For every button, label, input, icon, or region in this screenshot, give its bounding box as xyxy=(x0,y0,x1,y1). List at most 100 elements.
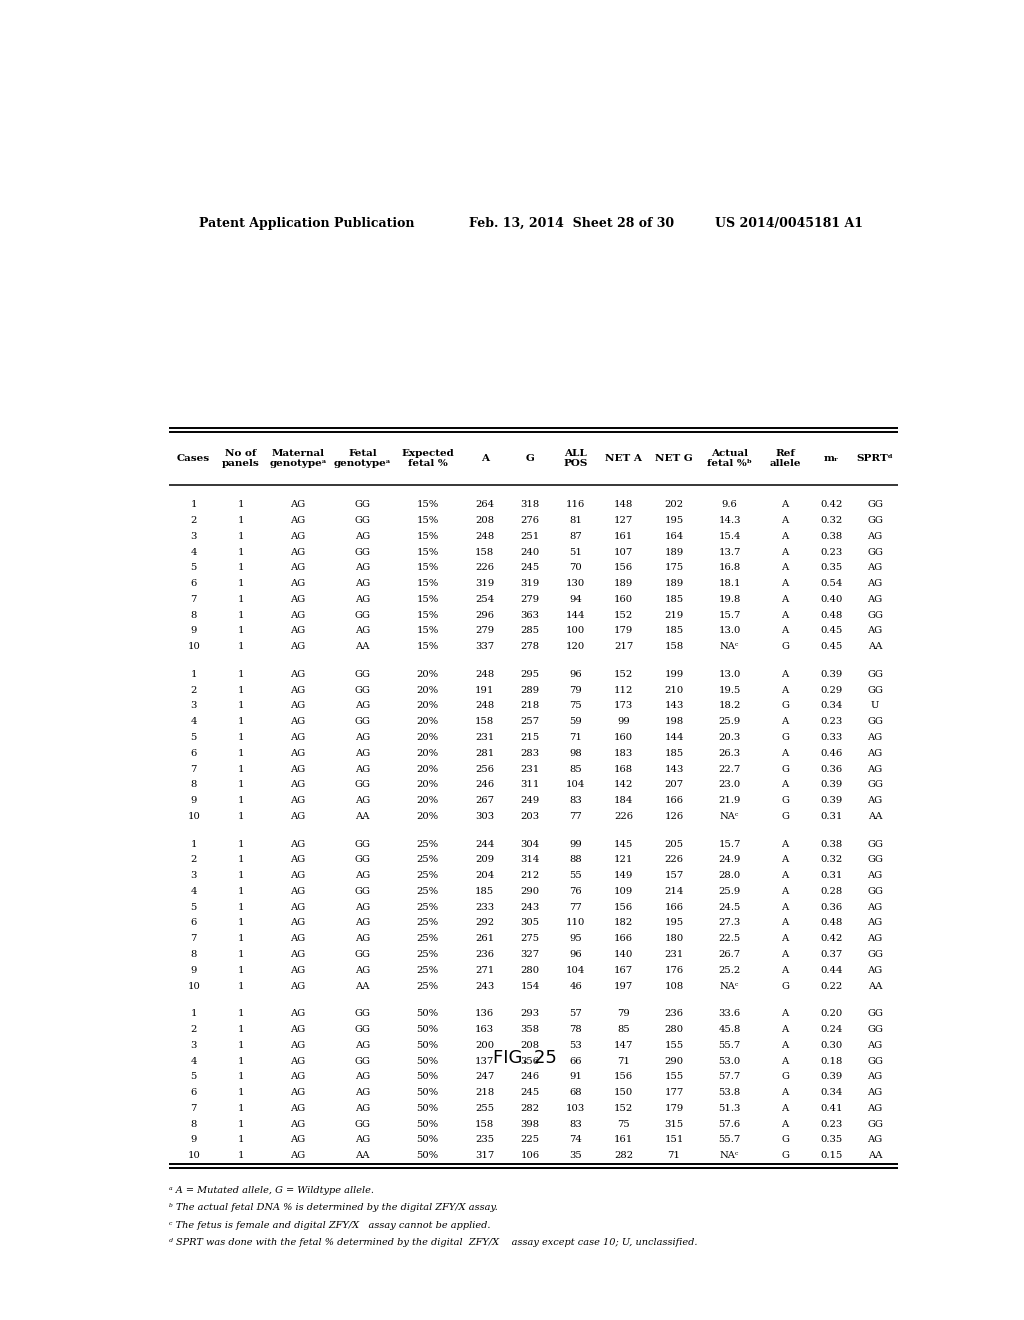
Text: 1: 1 xyxy=(238,935,244,944)
Text: 182: 182 xyxy=(614,919,633,928)
Text: A: A xyxy=(781,611,788,619)
Text: 158: 158 xyxy=(665,642,684,651)
Text: 10: 10 xyxy=(187,982,200,990)
Text: 0.18: 0.18 xyxy=(820,1057,843,1065)
Text: 148: 148 xyxy=(613,500,633,510)
Text: 15%: 15% xyxy=(417,595,438,603)
Text: NAᶜ: NAᶜ xyxy=(720,812,739,821)
Text: 1: 1 xyxy=(238,1135,244,1144)
Text: 50%: 50% xyxy=(417,1057,438,1065)
Text: 158: 158 xyxy=(475,548,495,557)
Text: 2: 2 xyxy=(190,1026,197,1034)
Text: 200: 200 xyxy=(475,1041,495,1049)
Text: 180: 180 xyxy=(665,935,684,944)
Text: 303: 303 xyxy=(475,812,495,821)
Text: 176: 176 xyxy=(665,966,684,974)
Text: 57.6: 57.6 xyxy=(719,1119,740,1129)
Text: 15%: 15% xyxy=(417,564,438,573)
Text: 318: 318 xyxy=(520,500,540,510)
Text: 235: 235 xyxy=(475,1135,495,1144)
Text: NAᶜ: NAᶜ xyxy=(720,982,739,990)
Text: AG: AG xyxy=(867,595,883,603)
Text: 81: 81 xyxy=(569,516,582,525)
Text: AG: AG xyxy=(291,516,305,525)
Text: 1: 1 xyxy=(238,764,244,774)
Text: AG: AG xyxy=(291,748,305,758)
Text: 10: 10 xyxy=(187,812,200,821)
Text: 57.7: 57.7 xyxy=(719,1072,740,1081)
Text: AG: AG xyxy=(355,1072,371,1081)
Text: AA: AA xyxy=(867,1151,883,1160)
Text: 0.29: 0.29 xyxy=(820,685,843,694)
Text: 99: 99 xyxy=(569,840,582,849)
Text: 20%: 20% xyxy=(417,812,438,821)
Text: 261: 261 xyxy=(475,935,495,944)
Text: 1: 1 xyxy=(238,516,244,525)
Text: 164: 164 xyxy=(665,532,684,541)
Text: 183: 183 xyxy=(614,748,633,758)
Text: GG: GG xyxy=(354,548,371,557)
Text: 35: 35 xyxy=(569,1151,582,1160)
Text: 156: 156 xyxy=(614,564,633,573)
Text: 121: 121 xyxy=(613,855,633,865)
Text: 1: 1 xyxy=(238,1088,244,1097)
Text: 20%: 20% xyxy=(417,685,438,694)
Text: 226: 226 xyxy=(475,564,495,573)
Text: AG: AG xyxy=(355,701,371,710)
Text: AG: AG xyxy=(291,1135,305,1144)
Text: 20%: 20% xyxy=(417,796,438,805)
Text: 1: 1 xyxy=(238,903,244,912)
Text: 50%: 50% xyxy=(417,1104,438,1113)
Text: 106: 106 xyxy=(520,1151,540,1160)
Text: ᵈ SPRT was done with the fetal % determined by the digital  ZFY/X    assay excep: ᵈ SPRT was done with the fetal % determi… xyxy=(169,1238,697,1247)
Text: AG: AG xyxy=(291,611,305,619)
Text: GG: GG xyxy=(354,1010,371,1019)
Text: GG: GG xyxy=(354,1057,371,1065)
Text: GG: GG xyxy=(867,887,883,896)
Text: 256: 256 xyxy=(475,764,495,774)
Text: 1: 1 xyxy=(238,840,244,849)
Text: GG: GG xyxy=(867,671,883,678)
Text: 337: 337 xyxy=(475,642,495,651)
Text: A: A xyxy=(781,1026,788,1034)
Text: GG: GG xyxy=(354,780,371,789)
Text: 116: 116 xyxy=(566,500,586,510)
Text: 281: 281 xyxy=(475,748,495,758)
Text: 120: 120 xyxy=(566,642,586,651)
Text: 79: 79 xyxy=(569,685,582,694)
Text: 0.42: 0.42 xyxy=(820,935,843,944)
Text: G: G xyxy=(525,454,535,463)
Text: 282: 282 xyxy=(614,1151,633,1160)
Text: A: A xyxy=(781,1088,788,1097)
Text: 22.7: 22.7 xyxy=(719,764,740,774)
Text: 45.8: 45.8 xyxy=(719,1026,740,1034)
Text: 1: 1 xyxy=(238,611,244,619)
Text: 236: 236 xyxy=(665,1010,683,1019)
Text: Patent Application Publication: Patent Application Publication xyxy=(200,216,415,230)
Text: 0.32: 0.32 xyxy=(820,855,843,865)
Text: A: A xyxy=(781,1104,788,1113)
Text: 1: 1 xyxy=(238,733,244,742)
Text: 70: 70 xyxy=(569,564,582,573)
Text: Cases: Cases xyxy=(177,454,210,463)
Text: 0.35: 0.35 xyxy=(820,564,843,573)
Text: 9: 9 xyxy=(190,796,197,805)
Text: 98: 98 xyxy=(569,748,582,758)
Text: 166: 166 xyxy=(614,935,633,944)
Text: A: A xyxy=(781,855,788,865)
Text: 5: 5 xyxy=(190,903,197,912)
Text: 226: 226 xyxy=(665,855,683,865)
Text: 1: 1 xyxy=(238,1010,244,1019)
Text: A: A xyxy=(781,532,788,541)
Text: AG: AG xyxy=(291,595,305,603)
Text: 158: 158 xyxy=(475,1119,495,1129)
Text: 280: 280 xyxy=(665,1026,684,1034)
Text: A: A xyxy=(781,903,788,912)
Text: NAᶜ: NAᶜ xyxy=(720,1151,739,1160)
Text: 1: 1 xyxy=(238,796,244,805)
Text: 4: 4 xyxy=(190,887,197,896)
Text: 78: 78 xyxy=(569,1026,582,1034)
Text: 271: 271 xyxy=(475,966,495,974)
Text: 161: 161 xyxy=(614,1135,633,1144)
Text: 254: 254 xyxy=(475,595,495,603)
